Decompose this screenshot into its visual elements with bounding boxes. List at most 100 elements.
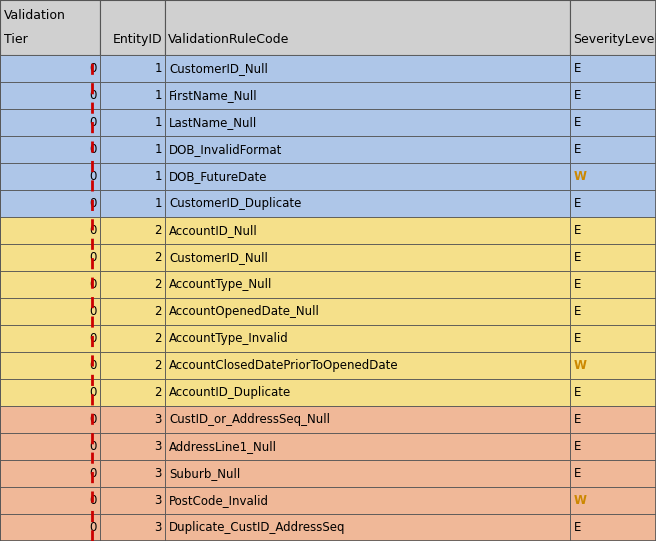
Text: EntityID: EntityID [112,33,162,46]
Bar [100,190,165,217]
Bar [570,55,656,82]
Bar [570,217,656,244]
Bar [0,190,100,217]
Text: E: E [574,224,581,237]
Text: 1: 1 [155,197,162,210]
Bar [570,487,656,514]
Bar [165,514,570,541]
Text: FirstName_Null: FirstName_Null [169,89,258,102]
Bar [0,487,100,514]
Bar [0,325,100,352]
Text: E: E [574,467,581,480]
Text: 3: 3 [155,440,162,453]
Text: 0: 0 [90,521,97,534]
Bar [570,136,656,163]
Bar [100,109,165,136]
Text: Validation: Validation [4,9,66,22]
Text: 3: 3 [155,494,162,507]
Bar [0,406,100,433]
Bar [100,460,165,487]
Bar [100,217,165,244]
Text: PostCode_Invalid: PostCode_Invalid [169,494,269,507]
Bar [0,0,100,55]
Text: 0: 0 [90,197,97,210]
Text: 2: 2 [155,359,162,372]
Bar [570,82,656,109]
Bar [570,244,656,271]
Text: 2: 2 [155,224,162,237]
Bar [0,163,100,190]
Text: 3: 3 [155,467,162,480]
Text: Suburb_Null: Suburb_Null [169,467,240,480]
Text: AccountClosedDatePriorToOpenedDate: AccountClosedDatePriorToOpenedDate [169,359,399,372]
Bar [100,136,165,163]
Bar [100,0,165,55]
Bar [0,433,100,460]
Text: ValidationRuleCode: ValidationRuleCode [168,33,289,46]
Text: AccountType_Invalid: AccountType_Invalid [169,332,289,345]
Text: 2: 2 [155,332,162,345]
Text: 0: 0 [90,386,97,399]
Bar [100,55,165,82]
Bar [0,82,100,109]
Bar [570,325,656,352]
Bar [100,406,165,433]
Text: 0: 0 [90,332,97,345]
Bar [165,109,570,136]
Bar [0,136,100,163]
Bar [165,406,570,433]
Bar [165,460,570,487]
Text: Tier: Tier [4,33,28,46]
Bar [165,433,570,460]
Bar [100,379,165,406]
Text: 2: 2 [155,305,162,318]
Bar [570,406,656,433]
Bar [100,82,165,109]
Text: 0: 0 [90,413,97,426]
Bar [165,190,570,217]
Text: LastName_Null: LastName_Null [169,116,257,129]
Text: CustomerID_Null: CustomerID_Null [169,62,268,75]
Bar [165,136,570,163]
Text: DOB_InvalidFormat: DOB_InvalidFormat [169,143,282,156]
Bar [100,271,165,298]
Bar [0,379,100,406]
Bar [100,244,165,271]
Text: 1: 1 [155,143,162,156]
Text: 0: 0 [90,494,97,507]
Bar [570,0,656,55]
Bar [165,82,570,109]
Bar [570,379,656,406]
Text: AccountOpenedDate_Null: AccountOpenedDate_Null [169,305,320,318]
Bar [570,109,656,136]
Text: AccountID_Null: AccountID_Null [169,224,258,237]
Text: 0: 0 [90,305,97,318]
Text: 0: 0 [90,62,97,75]
Text: AccountType_Null: AccountType_Null [169,278,272,291]
Text: W: W [574,494,587,507]
Bar [100,325,165,352]
Text: CustomerID_Duplicate: CustomerID_Duplicate [169,197,301,210]
Text: 0: 0 [90,467,97,480]
Text: 1: 1 [155,89,162,102]
Bar [0,217,100,244]
Text: SeverityLevel: SeverityLevel [573,33,656,46]
Bar [570,433,656,460]
Text: W: W [574,170,587,183]
Bar [570,298,656,325]
Text: AccountID_Duplicate: AccountID_Duplicate [169,386,291,399]
Text: Duplicate_CustID_AddressSeq: Duplicate_CustID_AddressSeq [169,521,346,534]
Bar [165,217,570,244]
Text: E: E [574,521,581,534]
Text: 0: 0 [90,224,97,237]
Text: 0: 0 [90,359,97,372]
Text: E: E [574,62,581,75]
Bar [0,244,100,271]
Bar [100,298,165,325]
Bar [0,271,100,298]
Text: W: W [574,359,587,372]
Bar [570,352,656,379]
Bar [165,55,570,82]
Text: 1: 1 [155,170,162,183]
Bar [570,514,656,541]
